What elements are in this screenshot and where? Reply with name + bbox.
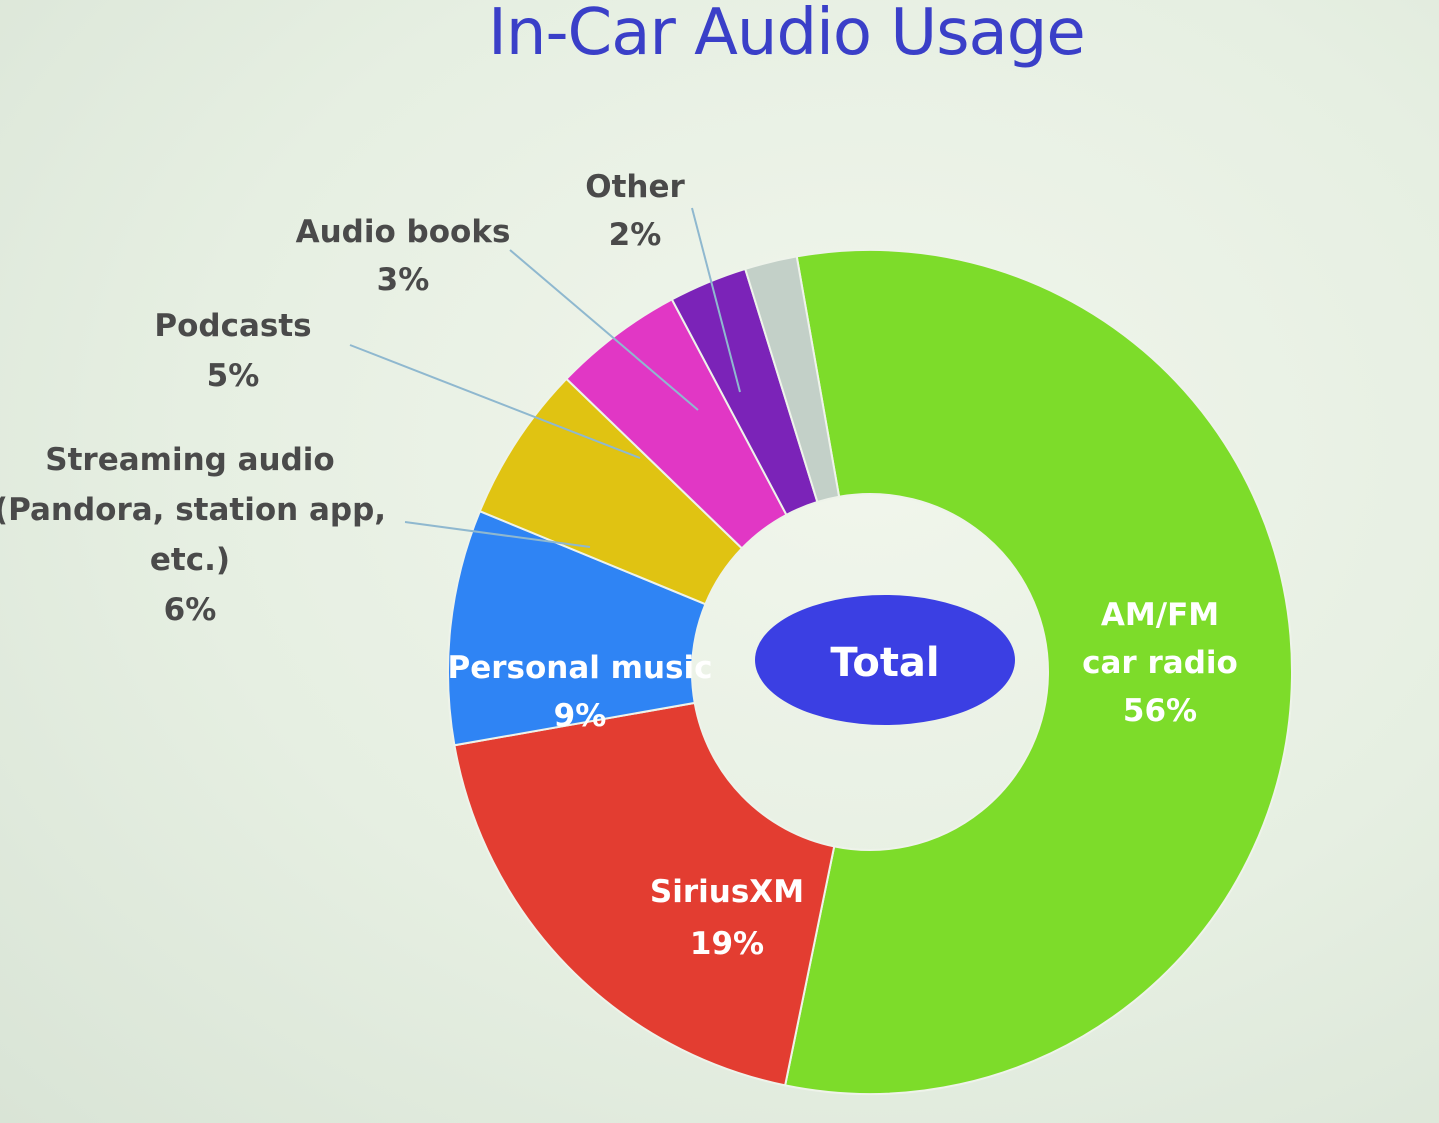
label-personal-music: Personal music bbox=[447, 650, 712, 686]
value-label-streaming-audio-pandora-station-app-etc: 6% bbox=[164, 592, 217, 628]
center-ellipse bbox=[755, 595, 1015, 725]
slice-siriusxm bbox=[453, 701, 836, 1087]
leader-line-podcasts bbox=[349, 344, 641, 459]
label-siriusxm: SiriusXM bbox=[650, 874, 804, 910]
value-label-am-fm-car-radio: 56% bbox=[1123, 693, 1197, 729]
label-podcasts: Podcasts bbox=[154, 308, 311, 344]
slice-am-fm-car-radio bbox=[783, 249, 1293, 1095]
leader-line-streaming-audio-pandora-station-app-etc bbox=[404, 521, 591, 548]
label-other: Other bbox=[585, 169, 685, 205]
chart-title: In-Car Audio Usage bbox=[488, 0, 1086, 70]
center-label: Total bbox=[830, 640, 939, 686]
value-label-siriusxm: 19% bbox=[690, 926, 764, 962]
leader-line-other bbox=[691, 207, 741, 393]
slice-other bbox=[743, 255, 841, 504]
label-streaming-audio-pandora-station-app-etc: etc.) bbox=[150, 542, 230, 578]
value-label-personal-music: 9% bbox=[554, 698, 607, 734]
leader-line-audio-books bbox=[509, 249, 699, 411]
label-am-fm-car-radio: AM/FM bbox=[1101, 597, 1219, 633]
label-streaming-audio-pandora-station-app-etc: (Pandora, station app, bbox=[0, 492, 386, 528]
leader-lines bbox=[349, 207, 741, 548]
label-streaming-audio-pandora-station-app-etc: Streaming audio bbox=[45, 442, 334, 478]
donut-slices bbox=[447, 249, 1293, 1095]
label-am-fm-car-radio: car radio bbox=[1082, 645, 1238, 681]
value-label-podcasts: 5% bbox=[207, 358, 260, 394]
value-label-other: 2% bbox=[609, 217, 662, 253]
label-audio-books: Audio books bbox=[296, 214, 511, 250]
slice-labels: AM/FM car radio 56% SiriusXM 19% Personal mus… bbox=[0, 169, 1238, 962]
value-label-audio-books: 3% bbox=[377, 262, 430, 298]
